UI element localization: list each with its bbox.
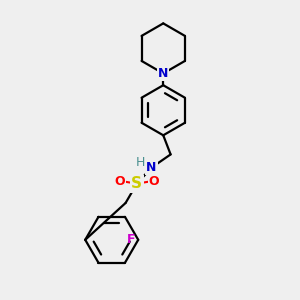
Text: N: N xyxy=(146,161,157,174)
Text: N: N xyxy=(158,67,168,80)
Text: S: S xyxy=(131,176,142,191)
Text: O: O xyxy=(114,175,125,188)
Text: H: H xyxy=(136,157,145,169)
Text: F: F xyxy=(127,233,135,246)
Text: O: O xyxy=(148,175,159,188)
